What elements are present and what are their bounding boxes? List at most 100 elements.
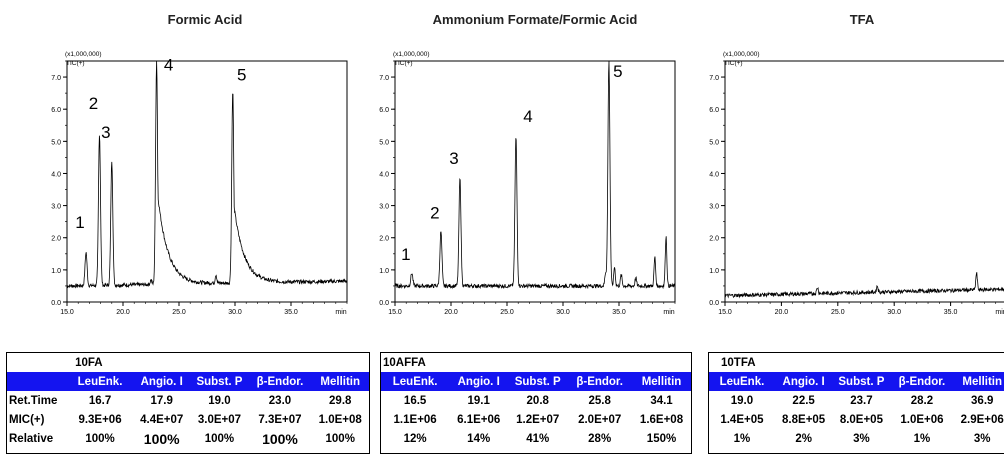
table-cell: 17.9 [150,394,173,407]
sample-name: 10AFFA [383,356,426,369]
y-tick-label: 5.0 [51,139,61,146]
col-header: β-Endor. [890,372,954,391]
chart-title-tfa: TFA [849,12,875,27]
table-cell: 100% [143,430,180,447]
y-tick-label: 7.0 [51,75,61,82]
y-tick-label: 0.0 [51,300,61,307]
y-tick-label: 2.0 [51,236,61,243]
peak-label: 3 [101,123,110,142]
table-cell: 3.0E+07 [197,413,242,426]
x-tick-label: 15.0 [388,309,402,316]
scale-label: (x1,000,000) [723,51,760,58]
col-header: LeuEnk. [67,372,133,391]
table-cell: 3% [853,432,870,445]
y-tick-label: 1.0 [379,268,389,275]
results-table-formic-acid: 10FA LeuEnk. Angio. I Subst. P β-Endor. … [6,352,370,454]
col-header: Subst. P [832,372,891,391]
y-tick-label: 0.0 [379,300,389,307]
y-tick-label: 7.0 [379,75,389,82]
scale-label: (x1,000,000) [65,51,102,58]
col-header: β-Endor. [248,372,312,391]
table-cell: 1.1E+06 [393,413,437,426]
table-cell: 100% [204,432,235,445]
table-cell: 20.8 [526,394,549,407]
table-cell: 19.0 [208,394,231,407]
col-header: Subst. P [508,372,568,391]
peak-label: 3 [449,149,458,168]
row-label: Relative [9,432,54,445]
x-axis-unit: min [663,309,674,316]
peak-label: 4 [164,56,173,75]
table-cell: 2.9E+06 [960,413,1004,426]
plot-frame [394,60,676,303]
table-cell: 2.0E+07 [578,413,622,426]
table-cell: 22.5 [792,394,815,407]
x-tick-label: 25.0 [172,309,186,316]
peak-label: 5 [237,65,246,84]
results-table-ammonium-formate: 10AFFA LeuEnk. Angio. I Subst. P β-Endor… [380,352,692,454]
table-cell: 6.1E+06 [457,413,501,426]
plot-frame [724,60,1004,303]
table-cell: 9.3E+06 [78,413,122,426]
y-tick-label: 2.0 [379,236,389,243]
table-cell: 1.2E+07 [516,413,560,426]
table-cell: 36.9 [971,394,994,407]
table-cell: 1.0E+08 [318,413,362,426]
y-tick-label: 3.0 [51,204,61,211]
col-header: β-Endor. [567,372,633,391]
row-label: MIC(+) [9,413,45,426]
x-tick-label: 35.0 [944,309,958,316]
col-header: Mellitin [311,372,369,391]
chromatogram-trace [66,61,348,289]
table-cell: 14% [467,432,491,445]
chromatogram-charts: 0.01.02.03.04.05.06.07.015.0 20.0 25.0 30.0… [51,51,1004,316]
table-cell: 34.1 [650,394,673,407]
table-cell: 28.2 [910,394,934,407]
x-tick-label: 20.0 [116,309,130,316]
chart-title-ammonium-formate: Ammonium Formate/Formic Acid [432,12,638,27]
y-tick-label: 5.0 [709,139,719,146]
y-tick-label: 1.0 [709,268,719,275]
x-tick-label: 35.0 [284,309,298,316]
table-cell: 12% [403,432,427,445]
table-cell: 25.8 [588,394,611,407]
x-tick-label: 25.0 [500,309,514,316]
col-header: Angio. I [774,372,833,391]
table-cell: 16.5 [403,394,427,407]
sample-name: 10TFA [721,356,756,369]
x-tick-label: 15.0 [60,309,74,316]
peak-label: 5 [613,62,622,81]
row-label: Ret.Time [9,394,58,407]
chromatogram-trace [724,272,1004,299]
scale-label: (x1,000,000) [393,51,430,58]
table-cell: 1.0E+06 [900,413,944,426]
table-cell: 28% [588,432,612,445]
y-tick-label: 7.0 [709,75,719,82]
trace-label: TIC(+) [66,60,85,67]
y-tick-label: 3.0 [379,204,389,211]
col-header: Subst. P [190,372,249,391]
sample-name: 10FA [75,356,103,369]
table-cell: 7.3E+07 [258,413,302,426]
peak-label: 1 [401,245,410,264]
table-cell: 19.0 [730,394,754,407]
y-tick-label: 6.0 [709,107,719,114]
y-tick-label: 2.0 [709,236,719,243]
table-cell: 29.8 [329,394,352,407]
table-cell: 2% [795,432,812,445]
table-cell: 23.0 [268,394,292,407]
table-cell: 100% [85,432,115,445]
col-header: LeuEnk. [381,372,450,391]
x-tick-label: 25.0 [831,309,845,316]
chart-title-formic-acid: Formic Acid [167,12,243,27]
y-tick-label: 0.0 [709,300,719,307]
col-header: Mellitin [953,372,1004,391]
x-tick-label: 35.0 [612,309,626,316]
table-cell: 100% [325,432,355,445]
table-cell: 1% [913,432,931,445]
peak-label: 4 [523,107,532,126]
table-cell: 1% [733,432,751,445]
y-tick-label: 4.0 [379,171,389,178]
trace-label: TIC(+) [394,60,413,67]
table-cell: 1.4E+05 [720,413,764,426]
